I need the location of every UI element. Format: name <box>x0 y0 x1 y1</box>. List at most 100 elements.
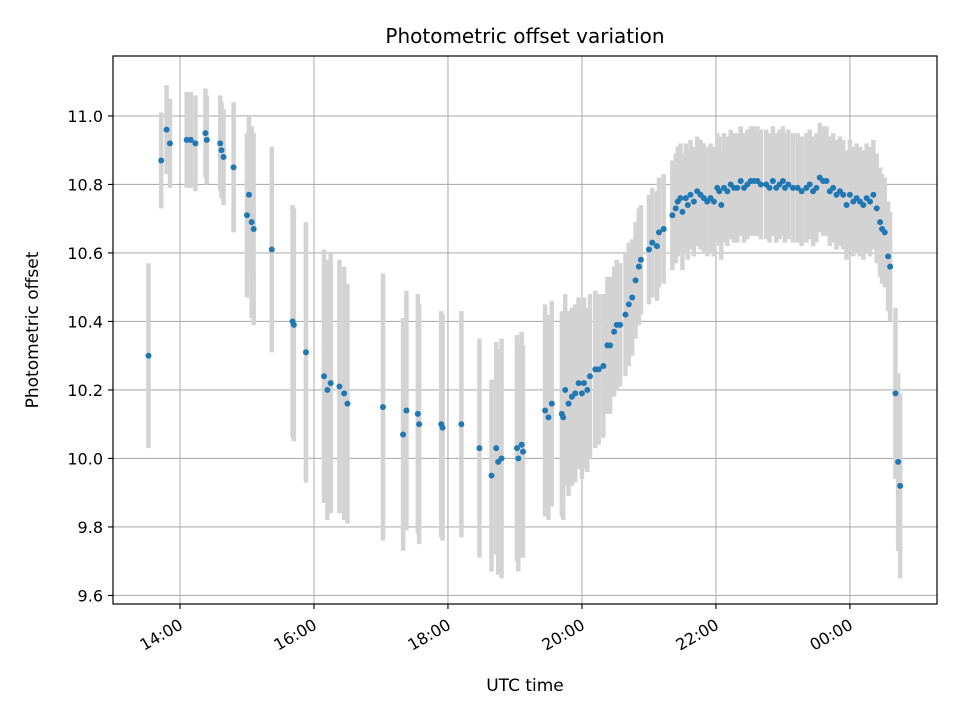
data-point <box>220 154 227 161</box>
data-point <box>611 328 618 335</box>
data-point <box>737 178 744 185</box>
y-axis-ticks: 9.6 9.8 10.0 10.2 10.4 10.6 10.8 11.0 <box>67 107 113 605</box>
data-point <box>243 212 250 219</box>
data-point <box>400 431 407 438</box>
data-point <box>575 380 582 387</box>
data-point <box>600 362 607 369</box>
data-point <box>779 178 786 185</box>
data-point <box>734 184 741 191</box>
data-point <box>498 455 505 462</box>
y-tick-label: 10.4 <box>67 312 103 331</box>
data-point <box>403 407 410 414</box>
data-point <box>870 191 877 198</box>
data-point <box>578 390 585 397</box>
data-point <box>250 225 257 232</box>
plot-frame <box>112 55 938 605</box>
data-point <box>519 448 526 455</box>
data-point <box>635 263 642 270</box>
data-point <box>645 246 652 253</box>
data-point <box>840 191 847 198</box>
data-point <box>617 321 624 328</box>
data-point <box>341 390 348 397</box>
data-point <box>789 184 796 191</box>
data-point <box>217 140 224 147</box>
data-point <box>562 386 569 393</box>
data-point <box>830 184 837 191</box>
y-tick-label: 10.0 <box>67 449 103 468</box>
data-point <box>302 349 309 356</box>
y-tick-label: 10.2 <box>67 381 103 400</box>
data-point <box>515 455 522 462</box>
data-point <box>672 205 679 212</box>
data-point <box>632 277 639 284</box>
data-point <box>584 386 591 393</box>
data-point <box>813 184 820 191</box>
data-point <box>677 195 684 202</box>
data-point <box>629 294 636 301</box>
data-point <box>290 321 297 328</box>
data-point <box>823 178 830 185</box>
data-point <box>187 136 194 143</box>
data-point <box>895 458 902 465</box>
data-point <box>684 201 691 208</box>
data-point <box>625 301 632 308</box>
data-point <box>806 181 813 188</box>
data-point <box>769 178 776 185</box>
data-point <box>798 188 805 195</box>
y-axis-label: Photometric offset <box>23 251 43 408</box>
data-point <box>245 191 252 198</box>
data-point <box>565 400 572 407</box>
data-point <box>637 256 644 263</box>
data-point <box>439 424 446 431</box>
data-point <box>163 126 170 133</box>
data-point <box>682 195 689 202</box>
data-point <box>757 181 764 188</box>
data-point <box>622 311 629 318</box>
data-point <box>493 445 500 452</box>
data-point <box>892 390 899 397</box>
data-point <box>327 380 334 387</box>
data-point <box>669 212 676 219</box>
y-tick-label: 9.6 <box>78 586 103 605</box>
data-point <box>414 410 421 417</box>
data-point <box>873 205 880 212</box>
data-point <box>687 191 694 198</box>
x-axis-label: UTC time <box>486 676 564 696</box>
data-point <box>458 421 465 428</box>
data-point <box>166 140 173 147</box>
data-point <box>513 445 520 452</box>
data-point <box>230 164 237 171</box>
data-point <box>344 400 351 407</box>
data-point <box>718 201 725 208</box>
data-point <box>548 400 555 407</box>
data-point <box>518 441 525 448</box>
chart-title: Photometric offset variation <box>385 24 664 48</box>
data-point <box>158 157 165 164</box>
data-point <box>881 229 888 236</box>
data-point <box>887 263 894 270</box>
data-point <box>545 414 552 421</box>
data-point <box>716 188 723 195</box>
data-point <box>785 181 792 188</box>
data-point <box>336 383 343 390</box>
data-point <box>710 198 717 205</box>
data-point <box>860 201 867 208</box>
data-point <box>379 404 386 411</box>
data-point <box>877 219 884 226</box>
data-point <box>660 225 667 232</box>
data-point <box>268 246 275 253</box>
data-points <box>145 126 904 489</box>
data-point <box>794 184 801 191</box>
data-point <box>653 243 660 250</box>
data-point <box>586 373 593 380</box>
data-point <box>202 130 209 137</box>
data-point <box>655 229 662 236</box>
data-point <box>476 445 483 452</box>
data-point <box>679 208 686 215</box>
data-point <box>542 407 549 414</box>
data-point <box>766 184 773 191</box>
data-point <box>607 342 614 349</box>
y-tick-label: 10.8 <box>67 175 103 194</box>
y-tick-label: 11.0 <box>67 107 103 126</box>
